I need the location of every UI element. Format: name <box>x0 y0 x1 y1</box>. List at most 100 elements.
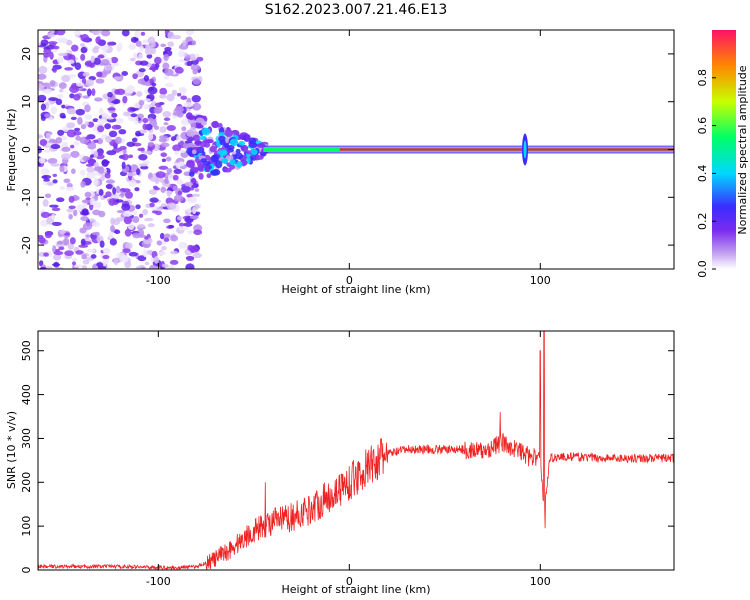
noise-blob <box>151 210 158 214</box>
noise-blob <box>96 262 104 268</box>
noise-blob <box>70 144 75 149</box>
noise-blob <box>102 45 108 53</box>
noise-blob <box>57 129 65 136</box>
noise-blob <box>176 179 184 185</box>
noise-blob <box>87 142 97 150</box>
spectrogram-ytick-label: 20 <box>20 47 33 61</box>
snr-ytick-label: 300 <box>20 428 33 449</box>
noise-blob <box>154 102 162 107</box>
transition-blob <box>255 155 264 160</box>
transition-blob <box>218 132 226 137</box>
noise-blob <box>154 56 162 65</box>
noise-blob <box>38 94 47 102</box>
noise-blob <box>71 257 78 262</box>
noise-blob <box>59 165 65 173</box>
noise-blob <box>79 169 86 176</box>
noise-blob <box>148 189 157 195</box>
noise-blob <box>43 252 49 257</box>
noise-blob <box>121 203 131 211</box>
noise-blob <box>114 136 122 145</box>
noise-blob <box>71 168 76 175</box>
noise-blob <box>165 156 172 162</box>
transition-blob <box>187 115 196 120</box>
spectrogram-ylabel: Frequency (Hz) <box>5 109 18 192</box>
snr-panel: -100 0 100 0 100 200 300 400 500 Height of strai… <box>5 330 675 596</box>
transition-blob <box>204 165 211 173</box>
noise-blob <box>148 132 154 141</box>
noise-blob <box>74 30 81 38</box>
noise-blob <box>133 211 138 216</box>
noise-blob <box>156 207 162 211</box>
noise-blob <box>52 59 59 65</box>
noise-blob <box>142 117 149 124</box>
noise-blob <box>105 179 115 184</box>
noise-blob <box>144 47 153 55</box>
noise-blob <box>158 165 169 170</box>
noise-blob <box>170 250 179 255</box>
noise-blob <box>44 232 52 239</box>
transition-blob <box>223 167 232 173</box>
noise-blob <box>138 68 146 73</box>
spectrogram-ytick-label: -10 <box>20 188 33 206</box>
noise-blob <box>147 141 155 147</box>
colorbar-tick-label: 0.0 <box>696 260 709 278</box>
noise-blob <box>133 37 139 42</box>
noise-blob <box>119 145 127 150</box>
noise-blob <box>172 185 178 191</box>
noise-blob <box>75 108 85 116</box>
spectrogram-xtick-label: 0 <box>346 274 353 287</box>
noise-blob <box>124 261 132 269</box>
noise-blob <box>69 85 80 93</box>
noise-blob <box>61 146 71 152</box>
noise-blob <box>167 41 175 47</box>
noise-blob <box>73 93 81 101</box>
noise-blob <box>182 40 187 47</box>
noise-blob <box>147 223 155 228</box>
noise-blob <box>192 102 202 111</box>
noise-blob <box>108 198 116 206</box>
noise-blob <box>125 242 133 250</box>
noise-blob <box>70 150 80 158</box>
noise-blob <box>166 125 176 132</box>
noise-blob <box>86 166 95 173</box>
noise-blob <box>111 195 122 199</box>
transition-blob <box>220 158 229 164</box>
noise-blob <box>84 114 93 120</box>
noise-blob <box>155 63 160 69</box>
noise-blob <box>84 62 94 66</box>
noise-blob <box>56 197 65 203</box>
noise-blob <box>38 41 41 46</box>
noise-blob <box>158 137 168 143</box>
noise-blob <box>93 150 99 159</box>
noise-blob <box>65 186 75 191</box>
noise-blob <box>111 219 121 225</box>
noise-blob <box>194 188 200 192</box>
noise-blob <box>161 158 167 163</box>
noise-blob <box>167 174 173 182</box>
transition-blob <box>235 148 241 154</box>
noise-blob <box>189 57 197 61</box>
noise-blob <box>146 53 153 59</box>
noise-blob <box>170 136 176 142</box>
noise-blob <box>156 240 162 246</box>
noise-blob <box>135 40 142 47</box>
noise-blob <box>144 217 154 222</box>
noise-blob <box>196 56 204 62</box>
transition-blob <box>209 145 217 153</box>
noise-blob <box>132 73 138 80</box>
transition-blob <box>246 150 251 155</box>
noise-blob <box>42 199 49 207</box>
transition-blob <box>245 134 251 141</box>
noise-blob <box>163 218 171 224</box>
noise-blob <box>43 178 50 182</box>
transition-blob <box>211 120 220 129</box>
snr-series-line <box>38 331 674 570</box>
noise-blob <box>80 53 86 61</box>
noise-blob <box>71 44 79 52</box>
snr-frame <box>37 330 675 571</box>
noise-blob <box>87 121 95 128</box>
noise-blob <box>131 137 138 143</box>
transition-blob <box>206 173 212 179</box>
noise-blob <box>44 193 52 198</box>
